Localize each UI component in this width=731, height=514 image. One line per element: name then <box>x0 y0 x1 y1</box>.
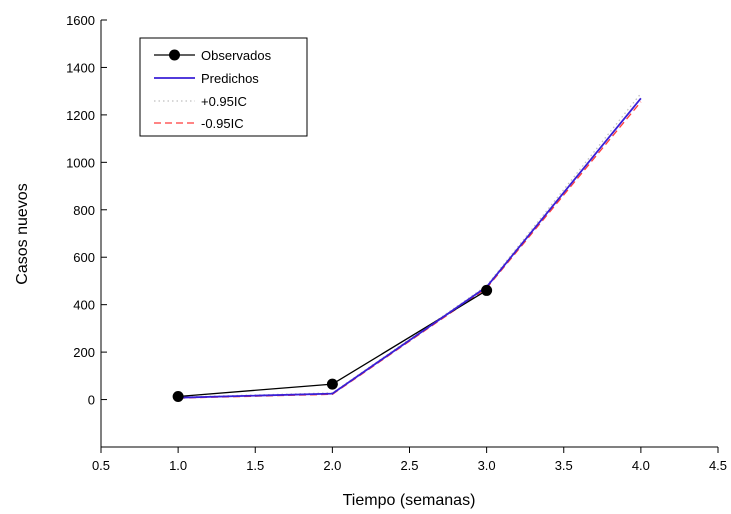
series-layer <box>172 93 642 402</box>
series-line-1 <box>178 97 642 399</box>
x-tick-label: 3.5 <box>555 458 573 473</box>
legend-label-1: Predichos <box>201 71 259 86</box>
series-line-3 <box>178 101 642 399</box>
series-line-2 <box>178 93 642 398</box>
observados-marker <box>172 390 184 402</box>
y-tick-label: 200 <box>73 345 95 360</box>
legend-marker <box>169 49 180 61</box>
x-tick-label: 1.5 <box>246 458 264 473</box>
x-tick-label: 0.5 <box>92 458 110 473</box>
y-tick-label: 600 <box>73 250 95 265</box>
x-tick-label: 1.0 <box>169 458 187 473</box>
y-tick-label: 1200 <box>66 108 95 123</box>
y-tick-label: 1400 <box>66 60 95 75</box>
legend-box <box>139 37 308 137</box>
legend-label-0: Observados <box>201 48 272 63</box>
observados-marker <box>326 378 338 390</box>
legend: Observados Predichos +0.95IC -0.95IC <box>139 37 308 137</box>
y-tick-label: 0 <box>88 393 95 408</box>
y-axis-title: Casos nuevos <box>14 183 31 284</box>
x-tick-label: 3.0 <box>478 458 496 473</box>
x-tick-label: 4.5 <box>709 458 727 473</box>
ticks: 0.5 1.0 1.5 2.0 2.5 3.0 3.5 4.0 4.5 0 200 400 600 800… <box>66 13 727 473</box>
legend-label-2: +0.95IC <box>201 94 247 109</box>
x-axis-title: Tiempo (semanas) <box>343 492 476 509</box>
x-tick-label: 2.5 <box>400 458 418 473</box>
observados-marker <box>481 284 493 296</box>
y-tick-label: 400 <box>73 298 95 313</box>
x-tick-label: 4.0 <box>632 458 650 473</box>
y-tick-label: 1600 <box>66 13 95 28</box>
y-tick-label: 800 <box>73 203 95 218</box>
y-tick-label: 1000 <box>66 155 95 170</box>
x-tick-label: 2.0 <box>323 458 341 473</box>
legend-label-3: -0.95IC <box>201 116 244 131</box>
